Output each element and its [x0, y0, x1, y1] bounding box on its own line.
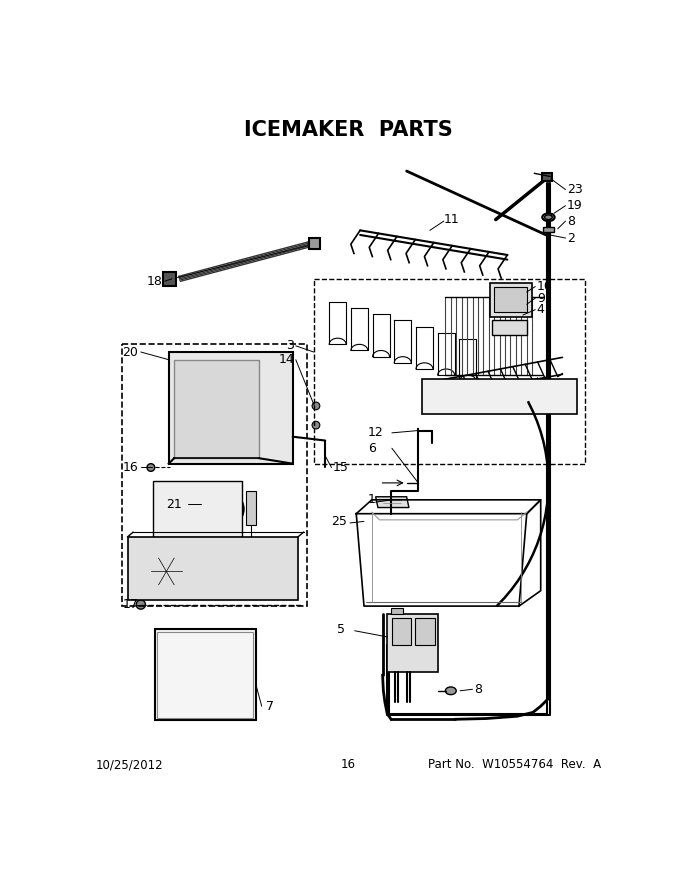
Text: 15: 15 — [333, 461, 349, 474]
Text: 10: 10 — [537, 280, 553, 293]
Circle shape — [213, 502, 228, 517]
Bar — [169, 352, 292, 464]
Circle shape — [180, 373, 200, 392]
Text: 6: 6 — [368, 442, 376, 455]
Bar — [153, 481, 242, 537]
Bar — [313, 279, 585, 464]
Text: 9: 9 — [537, 291, 545, 304]
Text: 23: 23 — [567, 183, 583, 196]
Ellipse shape — [197, 489, 244, 529]
Circle shape — [147, 464, 155, 472]
Ellipse shape — [390, 634, 412, 651]
Bar — [542, 173, 551, 181]
Text: 5: 5 — [337, 623, 345, 635]
Bar — [122, 344, 307, 606]
Text: 10/25/2012: 10/25/2012 — [96, 759, 163, 771]
Bar — [157, 632, 253, 718]
Text: 25: 25 — [331, 515, 347, 528]
Bar — [174, 360, 259, 458]
Text: 2: 2 — [567, 231, 575, 245]
Circle shape — [160, 565, 173, 577]
Ellipse shape — [207, 497, 234, 521]
Bar — [392, 619, 411, 645]
Polygon shape — [375, 496, 409, 508]
Text: 14: 14 — [279, 353, 294, 366]
Circle shape — [312, 422, 320, 429]
Circle shape — [185, 424, 194, 434]
Bar — [246, 491, 256, 525]
Circle shape — [185, 378, 194, 387]
Circle shape — [209, 419, 229, 439]
Text: 3: 3 — [286, 340, 294, 352]
Ellipse shape — [416, 636, 433, 650]
Text: 19: 19 — [567, 199, 583, 212]
Text: 11: 11 — [444, 213, 460, 226]
Text: 16: 16 — [122, 461, 138, 474]
Text: 21: 21 — [167, 498, 182, 511]
Text: ICEMAKER  PARTS: ICEMAKER PARTS — [244, 121, 453, 140]
Ellipse shape — [545, 215, 552, 219]
Text: 8: 8 — [567, 215, 575, 228]
Text: 1: 1 — [368, 494, 376, 506]
Ellipse shape — [445, 687, 456, 694]
Circle shape — [209, 373, 229, 392]
Bar — [490, 282, 532, 318]
Bar — [415, 619, 435, 645]
Text: 4: 4 — [537, 303, 545, 316]
Circle shape — [209, 396, 229, 416]
Circle shape — [141, 546, 191, 596]
Text: 17: 17 — [122, 598, 138, 611]
Text: 18: 18 — [147, 275, 163, 288]
Bar — [387, 614, 438, 671]
Bar — [422, 379, 577, 414]
Circle shape — [214, 378, 224, 387]
Bar — [543, 227, 554, 232]
Text: 8: 8 — [474, 683, 482, 696]
Circle shape — [180, 396, 200, 416]
Circle shape — [185, 401, 194, 410]
Bar — [163, 272, 176, 286]
Circle shape — [214, 424, 224, 434]
Circle shape — [180, 419, 200, 439]
Bar — [494, 287, 527, 312]
Circle shape — [312, 402, 320, 410]
Circle shape — [214, 401, 224, 410]
Bar — [492, 319, 527, 335]
Bar — [309, 238, 320, 249]
Bar — [391, 607, 403, 614]
Text: 12: 12 — [368, 426, 384, 439]
Text: 20: 20 — [122, 346, 138, 358]
Text: 7: 7 — [266, 700, 273, 713]
Text: 16: 16 — [341, 759, 356, 771]
Text: Part No.  W10554764  Rev.  A: Part No. W10554764 Rev. A — [428, 759, 601, 771]
Bar — [155, 629, 256, 720]
Bar — [128, 537, 298, 600]
Ellipse shape — [542, 213, 555, 221]
Circle shape — [151, 556, 182, 587]
Circle shape — [136, 600, 146, 609]
